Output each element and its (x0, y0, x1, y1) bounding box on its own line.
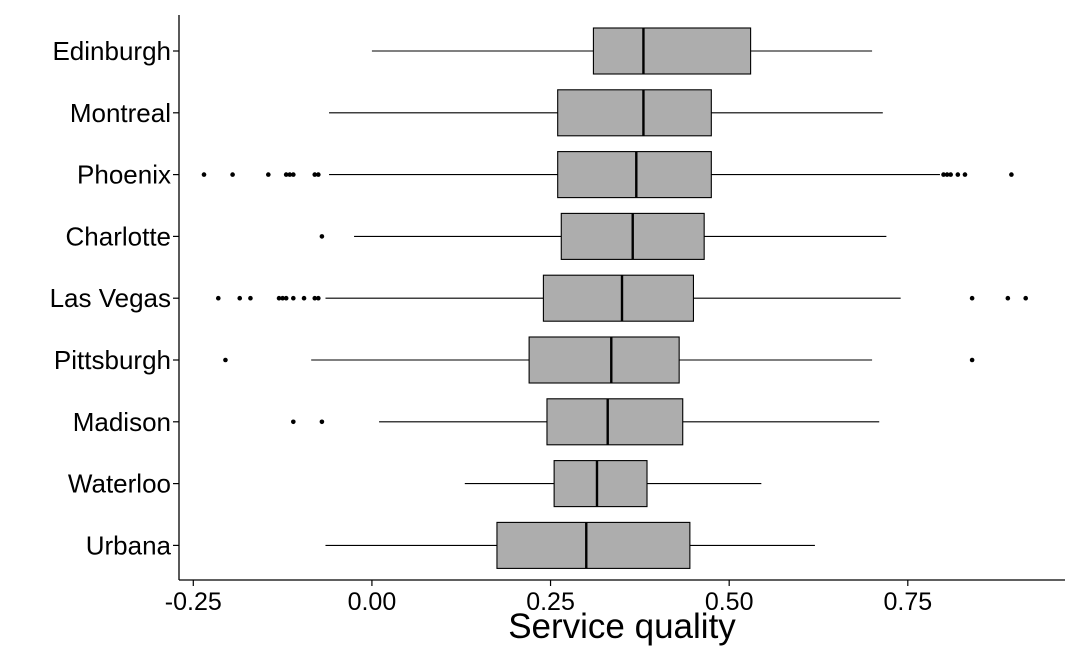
outlier-point (276, 295, 282, 301)
x-tick-label: 0.25 (526, 588, 575, 616)
outlier-point (944, 172, 950, 177)
outlier-point (280, 295, 285, 301)
box-group-montreal (329, 89, 883, 137)
box-iqr (528, 336, 680, 384)
outlier-point (301, 295, 307, 301)
x-tick-label: 0.75 (883, 588, 932, 616)
outlier-point (316, 172, 321, 177)
x-tick-label: -0.25 (165, 588, 222, 616)
outlier-point (291, 172, 296, 177)
outlier-point (291, 419, 296, 425)
outlier-point (237, 295, 243, 301)
outlier-point (215, 295, 221, 301)
outlier-point (969, 295, 975, 301)
box-group-las-vegas (215, 274, 1029, 322)
y-axis-ticks: Edinburgh Montreal Phoenix Charlotte Las Veg… (50, 36, 179, 560)
y-tick-label: Montreal (70, 98, 171, 128)
y-tick-label: Pittsburgh (54, 345, 171, 375)
outlier-point (312, 295, 318, 301)
outlier-point (319, 234, 325, 239)
outlier-point (266, 172, 271, 177)
x-axis-title: Service quality (508, 607, 736, 646)
box-iqr (553, 460, 648, 508)
x-tick-label: 0.00 (348, 588, 397, 616)
outlier-point (319, 419, 325, 425)
box-group-pittsburgh (223, 336, 975, 384)
box-group-edinburgh (371, 27, 873, 75)
box-group-phoenix (201, 151, 1014, 199)
outlier-point (248, 295, 253, 301)
outlier-point (962, 172, 968, 177)
outlier-point (223, 357, 228, 363)
outlier-point (230, 172, 235, 177)
box-iqr (592, 27, 752, 75)
y-tick-label: Waterloo (68, 469, 171, 499)
box-group-charlotte (319, 212, 887, 260)
box-group-madison (291, 398, 880, 446)
box-iqr (496, 521, 691, 569)
outlier-point (201, 172, 207, 177)
outlier-point (287, 172, 293, 177)
plot-area (201, 27, 1029, 569)
y-tick-label: Charlotte (66, 221, 172, 251)
outlier-point (312, 172, 318, 177)
outlier-point (955, 172, 961, 177)
y-tick-label: Phoenix (77, 160, 171, 190)
outlier-point (948, 172, 953, 177)
y-tick-label: Las Vegas (50, 283, 171, 313)
box-iqr (546, 398, 684, 446)
box-iqr (557, 89, 712, 137)
box-iqr (557, 151, 712, 199)
y-tick-label: Edinburgh (52, 36, 171, 66)
outlier-point (969, 357, 975, 363)
y-tick-label: Madison (73, 407, 171, 437)
box-iqr (542, 274, 695, 322)
outlier-point (1023, 295, 1029, 301)
box-group-urbana (325, 521, 815, 569)
outlier-point (1009, 172, 1014, 177)
x-axis-ticks: -0.25 0.00 0.25 0.50 0.75 (165, 580, 932, 616)
outlier-point (291, 295, 296, 301)
outlier-point (1005, 295, 1011, 301)
outlier-point (283, 295, 289, 301)
outlier-point (283, 172, 289, 177)
box-group-waterloo (464, 460, 762, 508)
outlier-point (941, 172, 946, 177)
outlier-point (316, 295, 321, 301)
y-tick-label: Urbana (86, 530, 172, 560)
x-tick-label: 0.50 (705, 588, 754, 616)
